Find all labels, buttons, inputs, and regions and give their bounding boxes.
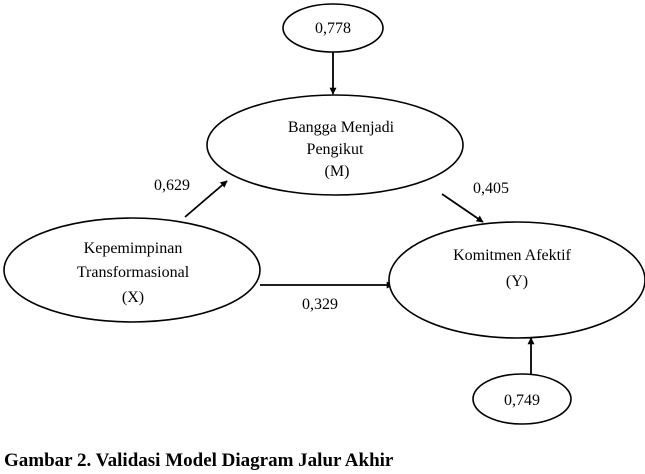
independent-label-line-1: Kepemimpinan — [84, 240, 183, 257]
independent-node: Kepemimpinan Transformasional (X) — [3, 217, 261, 323]
mediator-label-line-2: Pengikut — [307, 141, 364, 158]
dependent-label-line-1: Komitmen Afektif — [453, 247, 571, 264]
path-coefficient-x-to-y: 0,329 — [302, 296, 338, 313]
mediator-label-line-3: (M) — [325, 163, 350, 180]
path-coefficient-m-to-y: 0,405 — [473, 180, 509, 197]
arrow-m-to-y — [441, 193, 484, 223]
dependent-node: Komitmen Afektif (Y) — [388, 221, 645, 339]
error-node-mediator: 0,778 — [282, 3, 384, 53]
mediator-label-line-1: Bangga Menjadi — [288, 119, 395, 136]
error-value-dependent: 0,749 — [504, 392, 540, 409]
independent-label-line-3: (X) — [122, 289, 144, 306]
mediator-node: Bangga Menjadi Pengikut (M) — [206, 94, 464, 196]
error-node-dependent: 0,749 — [472, 373, 572, 425]
independent-label-line-2: Transformasional — [77, 264, 190, 281]
figure-caption: Gambar 2. Validasi Model Diagram Jalur A… — [4, 450, 394, 471]
dependent-label-line-2: (Y) — [506, 273, 528, 290]
arrow-x-to-m — [184, 180, 228, 218]
path-coefficient-x-to-m: 0,629 — [154, 177, 190, 194]
error-value-mediator: 0,778 — [315, 20, 351, 37]
